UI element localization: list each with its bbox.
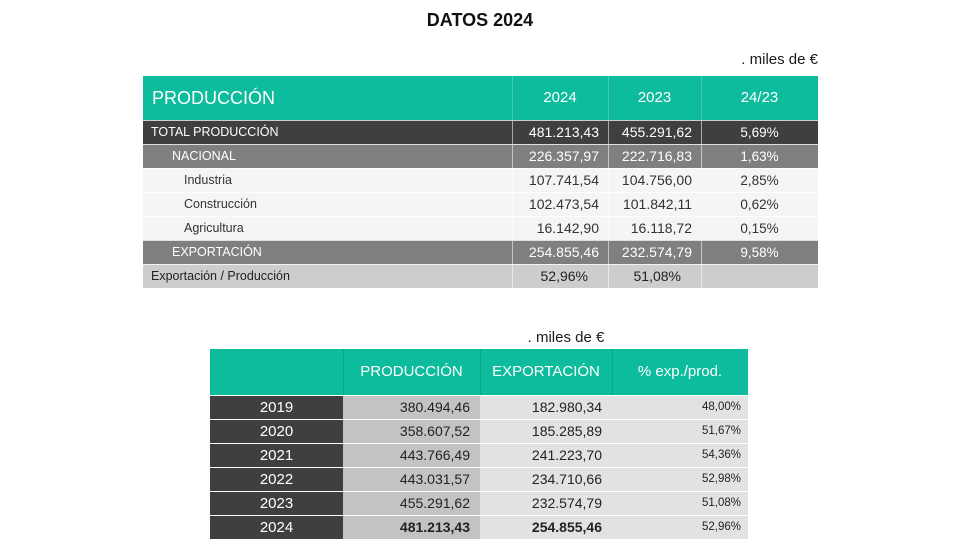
cell-exportacion: 232.574,79: [480, 492, 612, 515]
cell-year: 2024: [210, 516, 343, 539]
cell-pct: 51,67%: [612, 420, 748, 443]
cell-exportacion: 234.710,66: [480, 468, 612, 491]
cell-pct: 54,36%: [612, 444, 748, 467]
header-2023: 2023: [608, 76, 701, 120]
header-produccion: PRODUCCIÓN: [343, 349, 480, 395]
cell-2024: 107.741,54: [512, 169, 608, 192]
header-year-empty: [210, 349, 343, 395]
header-2024: 2024: [512, 76, 608, 120]
cell-label: Agricultura: [184, 221, 244, 235]
cell-2023: 16.118,72: [608, 217, 701, 240]
cell-produccion: 455.291,62: [343, 492, 480, 515]
page-title: DATOS 2024: [426, 10, 534, 30]
cell-label: EXPORTACIÓN: [172, 245, 262, 259]
table-row-construccion: Construcción 102.473,54 101.842,11 0,62%: [143, 192, 818, 216]
cell-label: NACIONAL: [172, 149, 236, 163]
table-row-industria: Industria 107.741,54 104.756,00 2,85%: [143, 168, 818, 192]
table-row-total-produccion: TOTAL PRODUCCIÓN 481.213,43 455.291,62 5…: [143, 120, 818, 144]
cell-ratio: 5,69%: [701, 121, 818, 144]
cell-ratio: [701, 265, 818, 288]
cell-year: 2021: [210, 444, 343, 467]
table-row-2023: 2023 455.291,62 232.574,79 51,08%: [210, 491, 748, 515]
cell-ratio: 0,15%: [701, 217, 818, 240]
table-row-agricultura: Agricultura 16.142,90 16.118,72 0,15%: [143, 216, 818, 240]
cell-2023: 51,08%: [608, 265, 701, 288]
cell-2024: 254.855,46: [512, 241, 608, 264]
header-pct-exp-prod: % exp./prod.: [612, 349, 748, 395]
cell-2024: 226.357,97: [512, 145, 608, 168]
cell-2023: 232.574,79: [608, 241, 701, 264]
header-ratio-24-23: 24/23: [701, 76, 818, 120]
table-row-2022: 2022 443.031,57 234.710,66 52,98%: [210, 467, 748, 491]
cell-pct: 48,00%: [612, 396, 748, 419]
table-row-2024: 2024 481.213,43 254.855,46 52,96%: [210, 515, 748, 539]
production-table-header: PRODUCCIÓN 2024 2023 24/23: [143, 76, 818, 120]
cell-2023: 455.291,62: [608, 121, 701, 144]
cell-produccion: 443.031,57: [343, 468, 480, 491]
cell-produccion: 481.213,43: [343, 516, 480, 539]
table-row-2020: 2020 358.607,52 185.285,89 51,67%: [210, 419, 748, 443]
cell-2024: 16.142,90: [512, 217, 608, 240]
cell-year: 2023: [210, 492, 343, 515]
table-row-exportacion: EXPORTACIÓN 254.855,46 232.574,79 9,58%: [143, 240, 818, 264]
cell-2024: 102.473,54: [512, 193, 608, 216]
cell-year: 2022: [210, 468, 343, 491]
cell-ratio: 2,85%: [701, 169, 818, 192]
unit-note-production: . miles de €: [741, 51, 818, 68]
table-row-nacional: NACIONAL 226.357,97 222.716,83 1,63%: [143, 144, 818, 168]
cell-label: Industria: [184, 173, 232, 187]
cell-2024: 52,96%: [512, 265, 608, 288]
table-row-exportacion-produccion: Exportación / Producción 52,96% 51,08%: [143, 264, 818, 288]
cell-produccion: 380.494,46: [343, 396, 480, 419]
header-exportacion: EXPORTACIÓN: [480, 349, 612, 395]
cell-produccion: 358.607,52: [343, 420, 480, 443]
history-table: PRODUCCIÓN EXPORTACIÓN % exp./prod. 2019…: [210, 349, 748, 539]
cell-ratio: 0,62%: [701, 193, 818, 216]
cell-exportacion: 185.285,89: [480, 420, 612, 443]
cell-pct: 51,08%: [612, 492, 748, 515]
cell-ratio: 9,58%: [701, 241, 818, 264]
cell-exportacion: 254.855,46: [480, 516, 612, 539]
cell-pct: 52,96%: [612, 516, 748, 539]
history-table-header: PRODUCCIÓN EXPORTACIÓN % exp./prod.: [210, 349, 748, 395]
cell-exportacion: 241.223,70: [480, 444, 612, 467]
cell-year: 2020: [210, 420, 343, 443]
cell-pct: 52,98%: [612, 468, 748, 491]
production-table: PRODUCCIÓN 2024 2023 24/23 TOTAL PRODUCC…: [143, 76, 818, 288]
cell-exportacion: 182.980,34: [480, 396, 612, 419]
table-row-2021: 2021 443.766,49 241.223,70 54,36%: [210, 443, 748, 467]
cell-2024: 481.213,43: [512, 121, 608, 144]
cell-ratio: 1,63%: [701, 145, 818, 168]
cell-label: TOTAL PRODUCCIÓN: [151, 125, 279, 139]
cell-2023: 222.716,83: [608, 145, 701, 168]
cell-label: Construcción: [184, 197, 257, 211]
header-produccion: PRODUCCIÓN: [152, 88, 276, 108]
cell-label: Exportación / Producción: [151, 269, 290, 283]
cell-2023: 104.756,00: [608, 169, 701, 192]
cell-2023: 101.842,11: [608, 193, 701, 216]
table-row-2019: 2019 380.494,46 182.980,34 48,00%: [210, 395, 748, 419]
cell-year: 2019: [210, 396, 343, 419]
cell-produccion: 443.766,49: [343, 444, 480, 467]
unit-note-history: . miles de €: [527, 329, 605, 346]
